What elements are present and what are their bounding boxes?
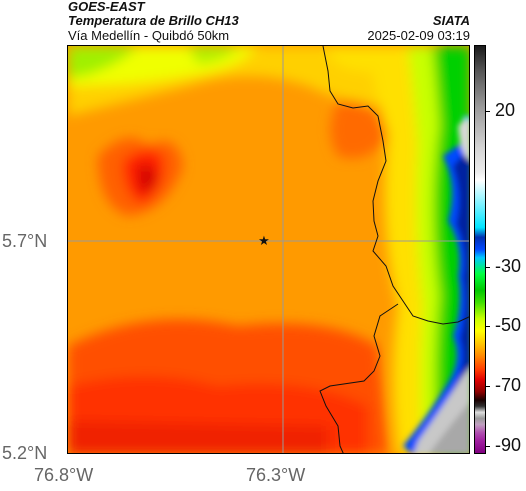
colorbar-tick	[486, 326, 490, 327]
colorbar-tick	[486, 267, 490, 268]
region-subtitle: Vía Medellín - Quibdó 50km	[68, 28, 230, 43]
colorbar-label: -70	[495, 375, 522, 395]
lat-tick-label: 5.2°N	[2, 443, 48, 463]
colorbar-tick	[486, 111, 490, 112]
product-title: Temperatura de Brillo CH13	[68, 13, 239, 28]
colorbar-tick	[486, 386, 490, 387]
lon-tick-label: 76.8°W	[34, 465, 94, 485]
colorbar	[474, 45, 486, 454]
boundary-line	[322, 46, 469, 325]
brightness-temperature-map[interactable]: ★	[67, 45, 470, 454]
lat-tick-label: 5.7°N	[2, 231, 48, 251]
colorbar-label: 20	[495, 100, 516, 120]
datetime-label: 2025-02-09 03:19	[367, 28, 470, 43]
source-label: SIATA	[432, 13, 470, 28]
lon-tick-label: 76.3°W	[246, 465, 306, 485]
colorbar-tick	[486, 446, 490, 447]
satellite-title: GOES-EAST	[68, 0, 145, 14]
location-marker-icon: ★	[258, 234, 270, 249]
map-field: ★	[68, 46, 469, 453]
colorbar-label: -30	[495, 256, 522, 276]
river-line	[319, 303, 399, 453]
colorbar-label: -50	[495, 315, 522, 335]
colorbar-label: -90	[495, 435, 522, 455]
